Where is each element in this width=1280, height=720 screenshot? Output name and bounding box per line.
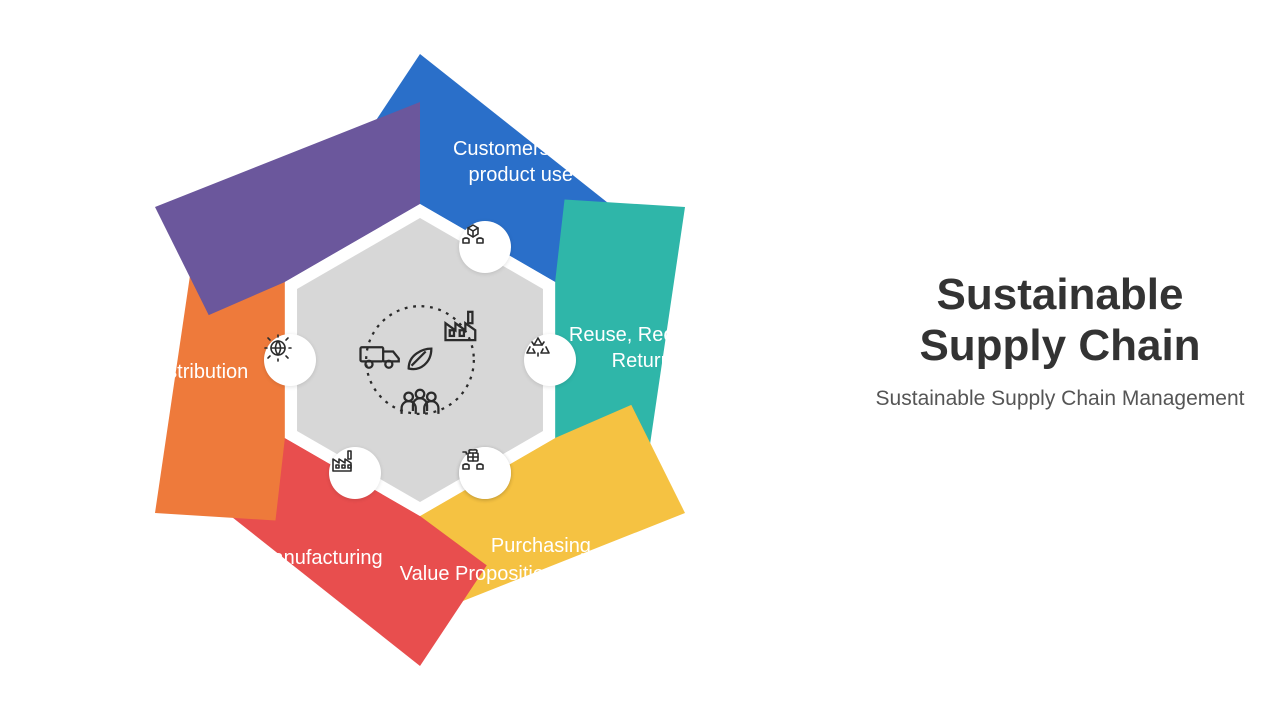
recycle-icon xyxy=(524,334,576,386)
globe-arrows-icon xyxy=(264,334,316,386)
hexagon-cycle-diagram: Customers and product useReuse, Recycle,… xyxy=(100,40,740,680)
page-title: Sustainable Supply Chain xyxy=(860,270,1260,371)
title-block: Sustainable Supply Chain Sustainable Sup… xyxy=(860,270,1260,414)
page-subtitle: Sustainable Supply Chain Management xyxy=(860,385,1260,413)
hands-gift-icon xyxy=(459,447,511,499)
center-core xyxy=(335,275,505,445)
hands-box-icon xyxy=(459,221,511,273)
factory-icon xyxy=(329,447,381,499)
